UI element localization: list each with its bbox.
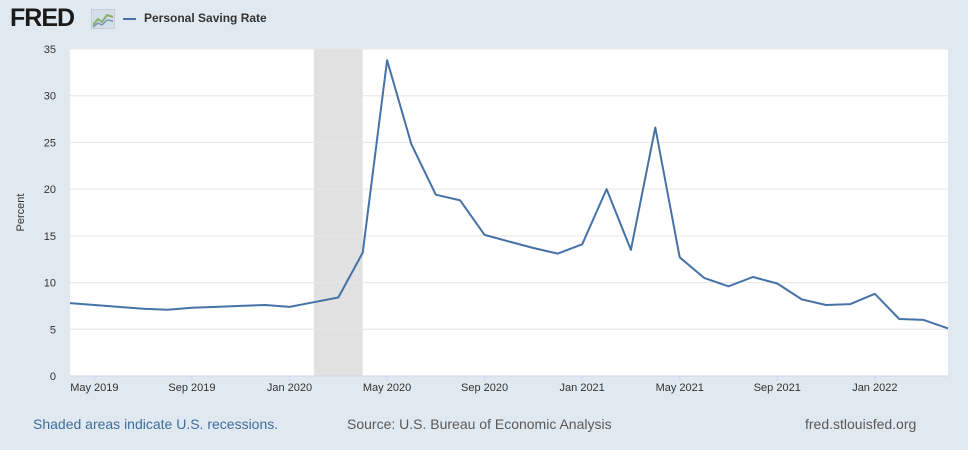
legend[interactable]: Personal Saving Rate	[123, 11, 267, 25]
x-tick-label: Sep 2021	[754, 382, 801, 394]
fred-chart-logo-icon	[91, 9, 115, 29]
legend-label: Personal Saving Rate	[144, 11, 267, 25]
fred-logo[interactable]: FRED	[10, 4, 75, 32]
x-tick-label: Sep 2020	[461, 382, 508, 394]
recession-note-link[interactable]: Shaded areas indicate U.S. recessions.	[33, 416, 279, 432]
y-tick-label: 15	[44, 231, 56, 243]
x-tick-label: May 2020	[363, 382, 411, 394]
series-line	[69, 59, 949, 330]
y-tick-label: 35	[44, 44, 56, 56]
y-tick-label: 0	[50, 371, 56, 383]
x-tick-label: Jan 2020	[267, 382, 312, 394]
y-tick-label: 10	[44, 278, 56, 290]
y-axis-label: Percent	[15, 194, 27, 232]
x-tick-label: May 2021	[656, 382, 704, 394]
x-tick-label: Jan 2022	[852, 382, 897, 394]
line-chart: 0 5 10 15 20 25 30 35 Percent May 2019 Sep 2019 Jan…	[15, 44, 949, 394]
y-tick-label: 20	[44, 184, 56, 196]
x-tick-label: May 2019	[70, 382, 118, 394]
source-note: Source: U.S. Bureau of Economic Analysis	[347, 416, 612, 432]
y-tick-label: 5	[50, 324, 56, 336]
legend-line-swatch	[123, 17, 136, 20]
recession-shade	[313, 49, 363, 376]
y-tick-label: 30	[44, 91, 56, 103]
x-tick-label: Jan 2021	[560, 382, 605, 394]
plot-area	[70, 49, 948, 376]
chart-header: FRED Personal Saving Rate	[0, 0, 968, 40]
x-tick-label: Sep 2019	[168, 382, 215, 394]
y-tick-label: 25	[44, 137, 56, 149]
site-url[interactable]: fred.stlouisfed.org	[805, 416, 917, 432]
